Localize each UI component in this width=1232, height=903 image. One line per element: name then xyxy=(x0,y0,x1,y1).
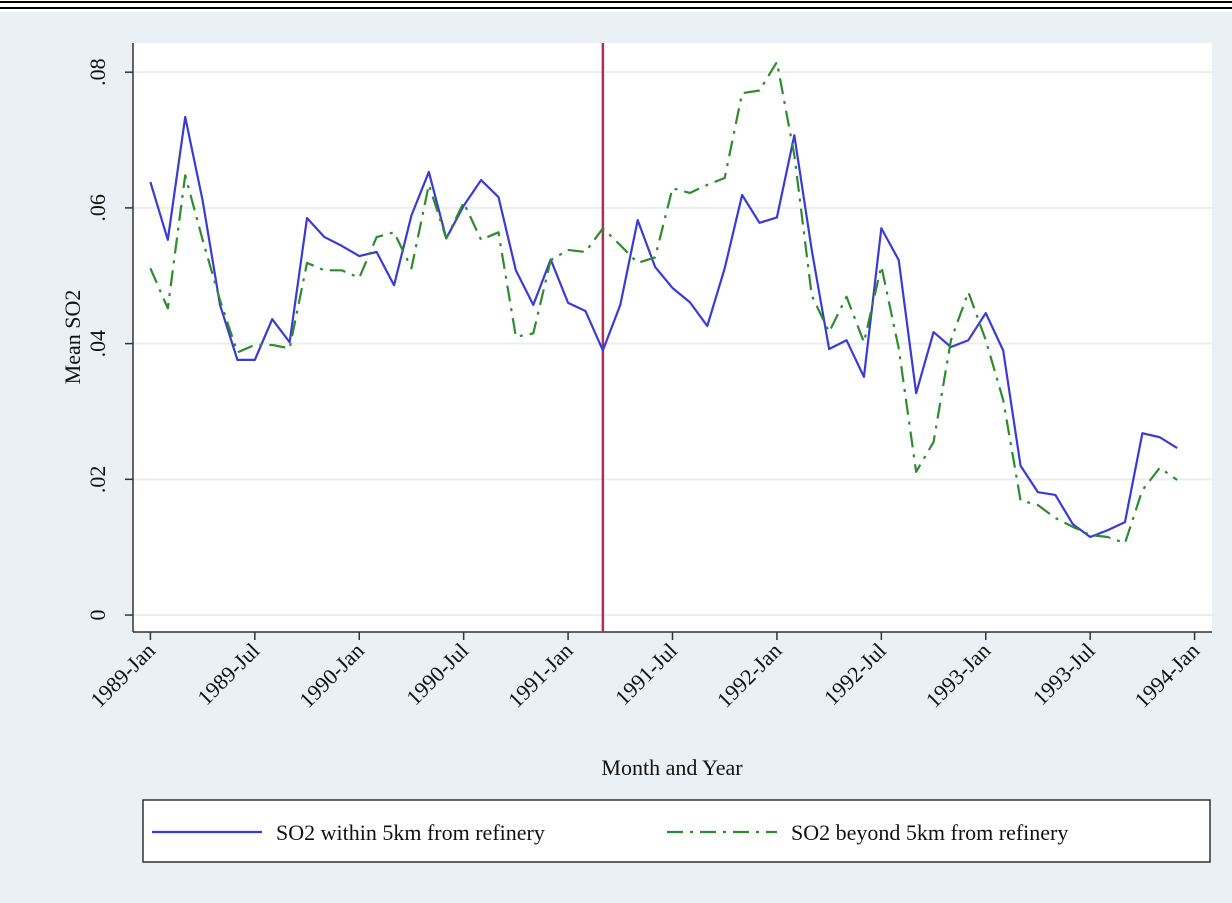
legend-label: SO2 beyond 5km from refinery xyxy=(791,820,1068,845)
y-tick-label: .04 xyxy=(85,330,110,358)
series-line xyxy=(149,115,1178,539)
legend-label: SO2 within 5km from refinery xyxy=(276,820,545,845)
y-axis-label: Mean SO2 xyxy=(60,290,85,385)
y-tick-label: .06 xyxy=(85,194,110,222)
y-tick-label: 0 xyxy=(85,610,110,621)
y-tick-label: .08 xyxy=(85,58,110,86)
series-line xyxy=(149,60,1178,545)
x-axis-label: Month and Year xyxy=(601,755,743,780)
plot-region xyxy=(133,43,1212,632)
y-tick-label: .02 xyxy=(85,466,110,494)
